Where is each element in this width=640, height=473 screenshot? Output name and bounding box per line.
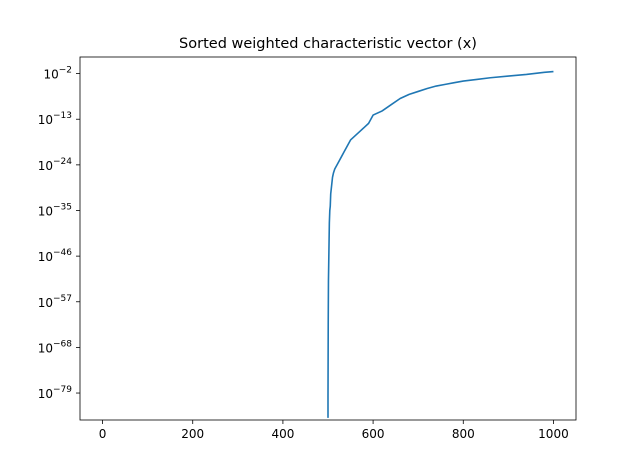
- x-tick-label: 400: [271, 427, 294, 441]
- y-tick-label: 10−2: [43, 66, 72, 82]
- y-tick-base: 10: [38, 387, 53, 401]
- y-tick-base: 10: [38, 250, 53, 264]
- y-tick-base: 10: [38, 113, 53, 127]
- x-tick-label: 800: [452, 427, 475, 441]
- y-tick-base: 10: [38, 296, 53, 310]
- y-tick-label: 10−79: [38, 385, 73, 401]
- y-tick-label: 10−35: [38, 202, 72, 218]
- y-tick-label: 10−57: [38, 294, 72, 310]
- y-tick-label: 10−68: [38, 339, 73, 355]
- chart-title: Sorted weighted characteristic vector (x…: [179, 36, 477, 52]
- y-tick-exponent: −46: [53, 248, 72, 258]
- y-tick-exponent: −24: [53, 157, 72, 167]
- y-tick-exponent: −57: [53, 294, 72, 304]
- y-tick-base: 10: [38, 204, 53, 218]
- y-tick-base: 10: [38, 341, 53, 355]
- y-tick-exponent: −2: [59, 66, 72, 76]
- y-tick-label: 10−46: [38, 248, 73, 264]
- x-tick-label: 0: [99, 427, 107, 441]
- x-tick-label: 1000: [538, 427, 569, 441]
- y-tick-exponent: −35: [53, 202, 72, 212]
- y-tick-label: 10−13: [38, 111, 72, 127]
- y-tick-exponent: −68: [53, 339, 72, 349]
- y-tick-exponent: −13: [53, 111, 72, 121]
- series-line-0: [327, 70, 554, 418]
- y-tick-base: 10: [38, 159, 53, 173]
- plot-frame: [79, 56, 577, 421]
- y-tick-exponent: −79: [53, 385, 72, 395]
- y-tick-base: 10: [43, 68, 58, 82]
- y-tick-label: 10−24: [38, 157, 73, 173]
- x-tick-label: 200: [181, 427, 204, 441]
- x-tick-label: 600: [362, 427, 385, 441]
